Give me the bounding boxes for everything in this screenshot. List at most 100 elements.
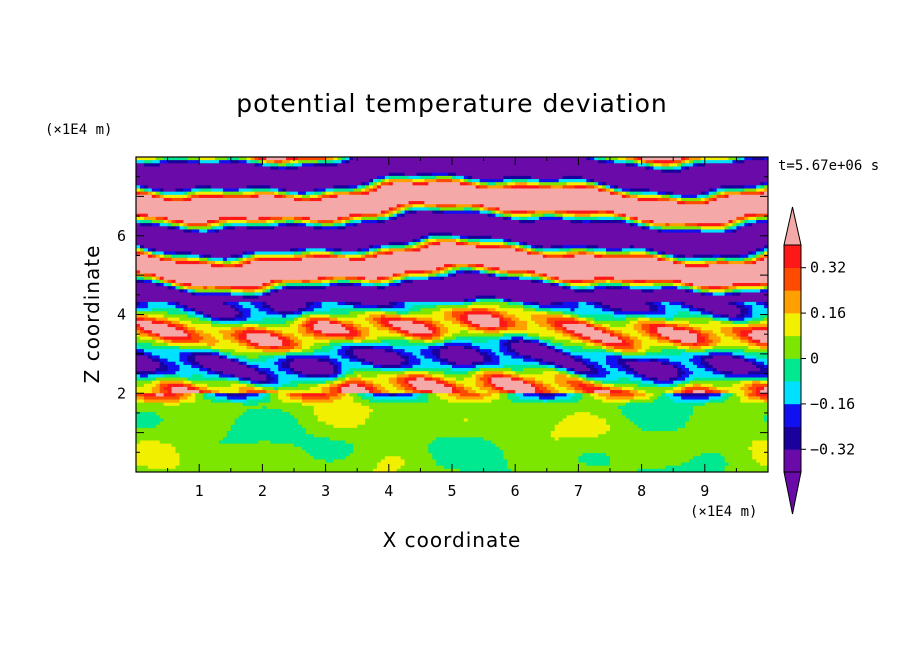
field-cell: [203, 220, 208, 224]
field-cell: [250, 232, 256, 237]
field-cell: [507, 191, 512, 196]
field-cell: [380, 210, 386, 215]
field-cell: [329, 248, 335, 253]
field-cell: [211, 226, 216, 231]
field-cell: [617, 169, 623, 174]
field-cell: [171, 175, 177, 180]
field-cell: [756, 188, 761, 193]
field-cell: [495, 220, 500, 224]
field-cell: [523, 213, 528, 218]
field-cell: [341, 194, 346, 199]
field-cell: [309, 197, 315, 202]
field-cell: [531, 229, 536, 234]
field-cell: [317, 242, 323, 246]
field-cell: [278, 210, 283, 215]
field-cell: [396, 210, 402, 215]
field-cell: [321, 207, 327, 212]
field-cell: [309, 160, 315, 164]
field-cell: [515, 242, 520, 246]
field-cell: [282, 188, 287, 193]
field-cell: [574, 188, 579, 193]
field-cell: [649, 160, 655, 164]
field-cell: [313, 179, 319, 183]
field-cell: [400, 201, 406, 205]
field-cell: [531, 226, 536, 231]
field-cell: [455, 160, 461, 164]
field-cell: [558, 251, 564, 256]
field-cell: [357, 226, 362, 231]
field-cell: [578, 185, 583, 190]
field-cell: [282, 248, 287, 253]
field-cell: [598, 223, 603, 227]
field-cell: [400, 216, 406, 221]
field-cell: [649, 245, 655, 249]
field-cell: [230, 169, 236, 174]
field-cell: [542, 229, 548, 234]
field-cell: [657, 248, 662, 253]
field-cell: [191, 204, 196, 208]
field-cell: [455, 220, 461, 224]
field-cell: [503, 245, 508, 249]
field-cell: [519, 242, 524, 246]
field-cell: [404, 169, 410, 174]
field-cell: [321, 201, 327, 205]
field-cell: [685, 226, 690, 231]
field-cell: [404, 166, 410, 171]
field-cell: [610, 175, 615, 180]
field-cell: [396, 223, 402, 227]
field-cell: [317, 220, 323, 224]
field-cell: [700, 185, 706, 190]
field-cell: [234, 191, 240, 196]
field-cell: [503, 194, 508, 199]
field-cell: [724, 182, 730, 186]
field-cell: [708, 194, 714, 199]
field-cell: [337, 188, 342, 193]
field-cell: [305, 197, 311, 202]
field-cell: [463, 172, 469, 177]
field-cell: [294, 220, 299, 224]
field-cell: [748, 207, 753, 212]
field-cell: [527, 179, 532, 183]
field-cell: [448, 160, 453, 164]
field-cell: [270, 169, 275, 174]
field-cell: [574, 248, 579, 253]
field-cell: [546, 220, 552, 224]
field-cell: [736, 220, 741, 224]
field-cell: [641, 157, 647, 161]
field-cell: [748, 185, 753, 190]
field-cell: [333, 232, 339, 237]
field-cell: [534, 182, 540, 186]
field-cell: [534, 179, 540, 183]
field-cell: [566, 175, 572, 180]
field-cell: [234, 223, 240, 227]
field-cell: [503, 201, 508, 205]
field-cell: [515, 223, 520, 227]
field-cell: [199, 169, 204, 174]
field-cell: [337, 175, 342, 180]
field-cell: [483, 216, 489, 221]
field-cell: [598, 185, 603, 190]
field-cell: [550, 166, 556, 171]
field-cell: [692, 163, 698, 168]
field-cell: [550, 245, 556, 249]
field-cell: [329, 175, 335, 180]
field-cell: [653, 251, 658, 256]
time-label: t=5.67e+06 s: [778, 158, 879, 174]
field-cell: [546, 223, 552, 227]
field-cell: [396, 207, 402, 212]
field-cell: [175, 242, 181, 246]
field-cell: [712, 207, 718, 212]
field-cell: [151, 229, 157, 234]
field-cell: [523, 238, 528, 243]
field-cell: [175, 226, 181, 231]
field-cell: [412, 213, 418, 218]
field-cell: [649, 238, 655, 243]
field-cell: [432, 251, 437, 256]
field-cell: [752, 175, 757, 180]
field-cell: [400, 238, 406, 243]
field-cell: [294, 197, 299, 202]
field-cell: [542, 191, 548, 196]
field-cell: [507, 169, 512, 174]
field-cell: [266, 204, 271, 208]
field-cell: [242, 182, 248, 186]
